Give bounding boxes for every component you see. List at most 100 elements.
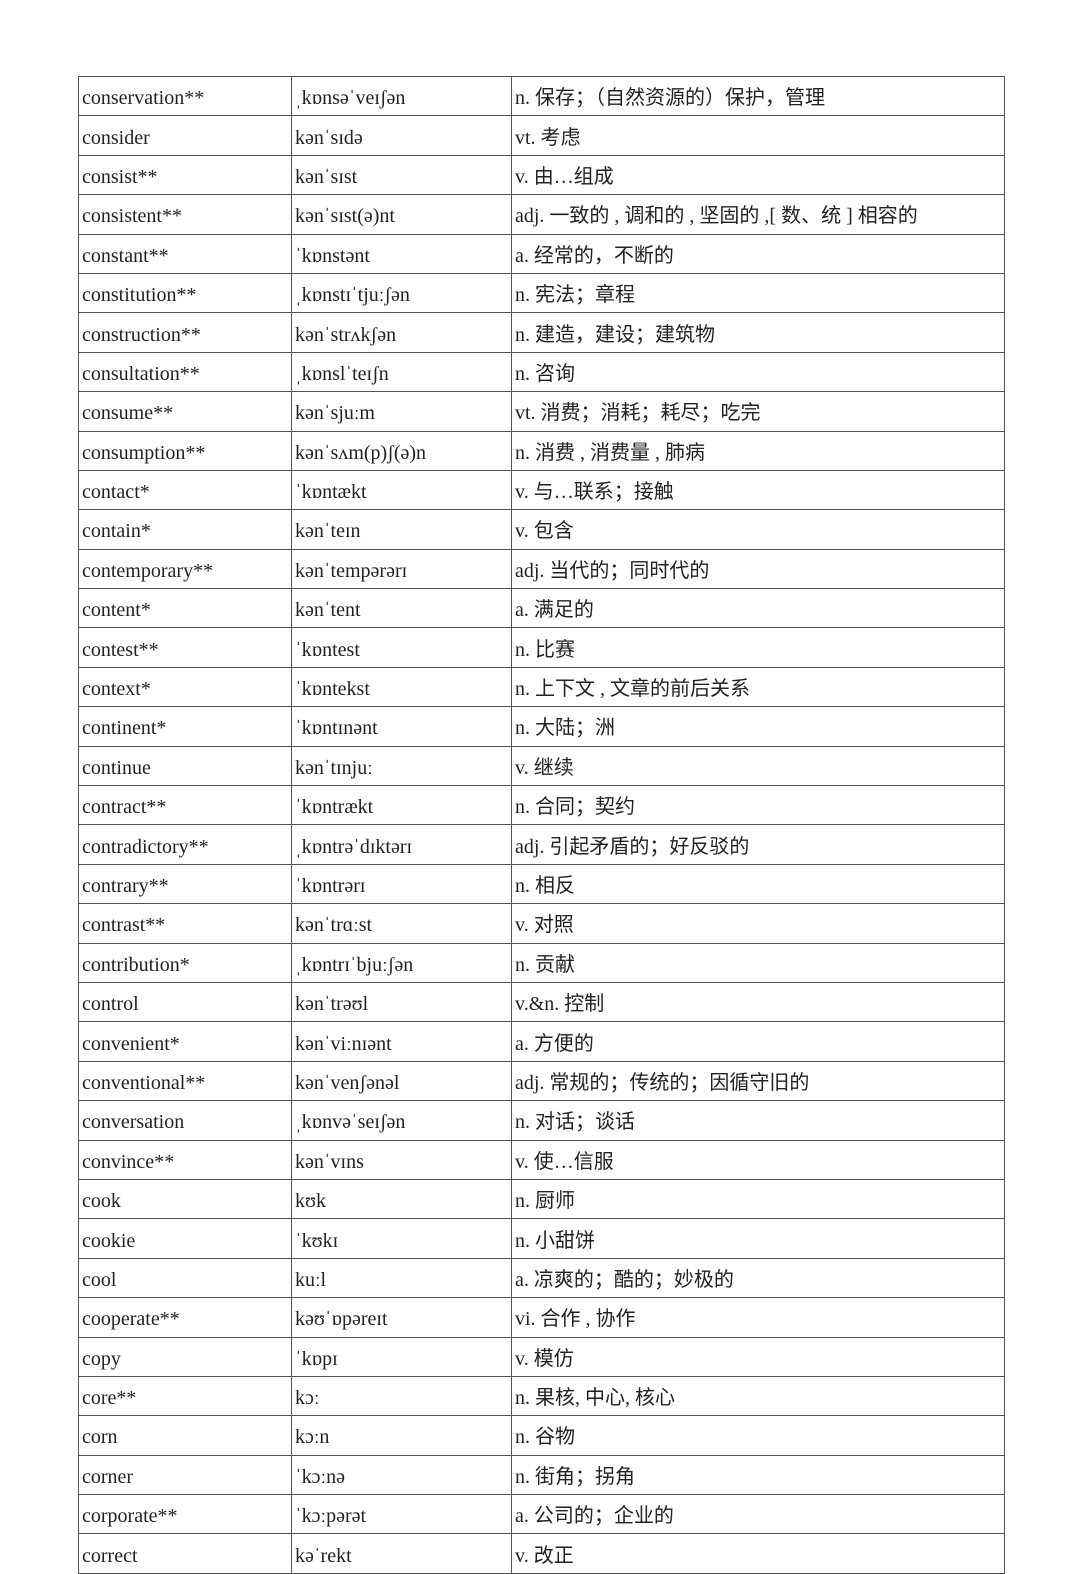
- meaning-cell: n. 比赛: [511, 627, 1005, 668]
- meaning-cell: n. 消费 , 消费量 , 肺病: [511, 430, 1005, 471]
- meaning-cell: n. 宪法；章程: [511, 272, 1005, 314]
- phonetic-cell: ˈkɒntɪnənt: [291, 706, 512, 747]
- word-cell: contest**: [78, 627, 292, 668]
- table-row: core** kɔː n. 果核, 中心, 核心: [78, 1375, 1005, 1417]
- word-cell: consumption**: [78, 430, 292, 471]
- phonetic-cell: kuːl: [291, 1257, 512, 1299]
- table-row: convince** kənˈvɪns v. 使…信服: [78, 1139, 1005, 1180]
- table-row: correct kəˈrekt v. 改正: [78, 1533, 1005, 1574]
- table-row: contradictory** ˌkɒntrəˈdɪktərɪ adj. 引起矛盾的…: [78, 824, 1005, 865]
- word-cell: contact*: [78, 469, 292, 511]
- meaning-cell: vi. 合作 , 协作: [511, 1297, 1005, 1338]
- table-row: constitution** ˌkɒnstɪˈtjuːʃən n. 宪法；章程: [78, 272, 1005, 314]
- meaning-cell: n. 街角；拐角: [511, 1454, 1005, 1496]
- phonetic-cell: kənˈsɪdə: [291, 115, 512, 156]
- word-cell: contrary**: [78, 863, 292, 905]
- word-cell: contract**: [78, 785, 292, 826]
- meaning-cell: n. 厨师: [511, 1178, 1005, 1220]
- phonetic-cell: ˈkɒntekst: [291, 666, 512, 708]
- phonetic-cell: ˈkɒpɪ: [291, 1336, 512, 1377]
- phonetic-cell: kənˈsɪst(ə)nt: [291, 194, 512, 235]
- meaning-cell: n. 上下文 , 文章的前后关系: [511, 666, 1005, 708]
- meaning-cell: n. 大陆；洲: [511, 706, 1005, 747]
- word-cell: constitution**: [78, 272, 292, 314]
- word-cell: consider: [78, 115, 292, 156]
- table-row: cook kʊk n. 厨师: [78, 1178, 1005, 1220]
- phonetic-cell: ˈkɒntrərɪ: [291, 863, 512, 905]
- table-row: contrary** ˈkɒntrərɪ n. 相反: [78, 863, 1005, 905]
- word-cell: cool: [78, 1257, 292, 1299]
- phonetic-cell: kənˈvenʃənəl: [291, 1060, 512, 1102]
- phonetic-cell: kənˈtrəʊl: [291, 981, 512, 1023]
- meaning-cell: v. 包含: [511, 509, 1005, 550]
- meaning-cell: n. 谷物: [511, 1415, 1005, 1456]
- table-row: conservation** ˌkɒnsəˈveɪʃən n. 保存；（自然资源的）…: [78, 75, 1005, 117]
- phonetic-cell: ˌkɒntrəˈdɪktərɪ: [291, 824, 512, 865]
- phonetic-cell: ˌkɒnvəˈseɪʃən: [291, 1100, 512, 1141]
- phonetic-cell: ˌkɒnslˈteɪʃn: [291, 351, 512, 393]
- word-cell: consistent**: [78, 194, 292, 235]
- table-row: control kənˈtrəʊl v.&n. 控制: [78, 981, 1005, 1023]
- table-row: conversation ˌkɒnvəˈseɪʃən n. 对话；谈话: [78, 1100, 1005, 1141]
- word-cell: consume**: [78, 391, 292, 432]
- table-row: cooperate** kəʊˈɒpəreɪt vi. 合作 , 协作: [78, 1297, 1005, 1338]
- word-cell: convince**: [78, 1139, 292, 1180]
- meaning-cell: n. 小甜饼: [511, 1218, 1005, 1259]
- word-cell: continent*: [78, 706, 292, 747]
- phonetic-cell: ˈkɒntest: [291, 627, 512, 668]
- word-cell: context*: [78, 666, 292, 708]
- word-cell: copy: [78, 1336, 292, 1377]
- phonetic-cell: ˈkɒntrækt: [291, 785, 512, 826]
- meaning-cell: a. 经常的，不断的: [511, 233, 1005, 274]
- meaning-cell: v. 模仿: [511, 1336, 1005, 1377]
- table-row: consultation** ˌkɒnslˈteɪʃn n. 咨询: [78, 351, 1005, 393]
- meaning-cell: a. 满足的: [511, 588, 1005, 629]
- table-row: context* ˈkɒntekst n. 上下文 , 文章的前后关系: [78, 666, 1005, 708]
- phonetic-cell: ˈkɒntækt: [291, 469, 512, 511]
- word-cell: consist**: [78, 154, 292, 196]
- meaning-cell: n. 咨询: [511, 351, 1005, 393]
- meaning-cell: n. 贡献: [511, 942, 1005, 983]
- word-cell: content*: [78, 588, 292, 629]
- phonetic-cell: kənˈtrɑːst: [291, 903, 512, 944]
- phonetic-cell: kənˈsʌm(p)ʃ(ə)n: [291, 430, 512, 471]
- phonetic-cell: ˌkɒnsəˈveɪʃən: [291, 75, 512, 117]
- meaning-cell: adj. 一致的 , 调和的 , 坚固的 ,[ 数、统 ] 相容的: [511, 194, 1005, 235]
- phonetic-cell: kəˈrekt: [291, 1533, 512, 1574]
- table-row: continue kənˈtɪnjuː v. 继续: [78, 745, 1005, 787]
- phonetic-cell: kəʊˈɒpəreɪt: [291, 1297, 512, 1338]
- phonetic-cell: kənˈtɪnjuː: [291, 745, 512, 787]
- table-row: copy ˈkɒpɪ v. 模仿: [78, 1336, 1005, 1377]
- word-cell: conversation: [78, 1100, 292, 1141]
- meaning-cell: vt. 考虑: [511, 115, 1005, 156]
- word-cell: corn: [78, 1415, 292, 1456]
- phonetic-cell: ˌkɒntrɪˈbjuːʃən: [291, 942, 512, 983]
- table-row: corn kɔːn n. 谷物: [78, 1415, 1005, 1456]
- phonetic-cell: ˈkɔːpərət: [291, 1494, 512, 1535]
- phonetic-cell: kənˈvɪns: [291, 1139, 512, 1180]
- phonetic-cell: kɔː: [291, 1375, 512, 1417]
- word-cell: constant**: [78, 233, 292, 274]
- word-cell: contain*: [78, 509, 292, 550]
- word-cell: convenient*: [78, 1021, 292, 1062]
- phonetic-cell: kənˈviːnɪənt: [291, 1021, 512, 1062]
- table-row: contribution* ˌkɒntrɪˈbjuːʃən n. 贡献: [78, 942, 1005, 983]
- meaning-cell: n. 保存；（自然资源的）保护，管理: [511, 75, 1005, 117]
- table-row: convenient* kənˈviːnɪənt a. 方便的: [78, 1021, 1005, 1062]
- word-cell: consultation**: [78, 351, 292, 393]
- table-row: content* kənˈtent a. 满足的: [78, 588, 1005, 629]
- word-cell: corporate**: [78, 1494, 292, 1535]
- meaning-cell: adj. 常规的；传统的；因循守旧的: [511, 1060, 1005, 1102]
- phonetic-cell: kənˈteɪn: [291, 509, 512, 550]
- table-row: corporate** ˈkɔːpərət a. 公司的；企业的: [78, 1494, 1005, 1535]
- phonetic-cell: kʊk: [291, 1178, 512, 1220]
- word-cell: conventional**: [78, 1060, 292, 1102]
- phonetic-cell: kənˈsɪst: [291, 154, 512, 196]
- meaning-cell: v. 继续: [511, 745, 1005, 787]
- meaning-cell: v. 使…信服: [511, 1139, 1005, 1180]
- phonetic-cell: ˈkʊkɪ: [291, 1218, 512, 1259]
- word-cell: conservation**: [78, 75, 292, 117]
- meaning-cell: v. 与…联系；接触: [511, 469, 1005, 511]
- meaning-cell: a. 方便的: [511, 1021, 1005, 1062]
- meaning-cell: n. 相反: [511, 863, 1005, 905]
